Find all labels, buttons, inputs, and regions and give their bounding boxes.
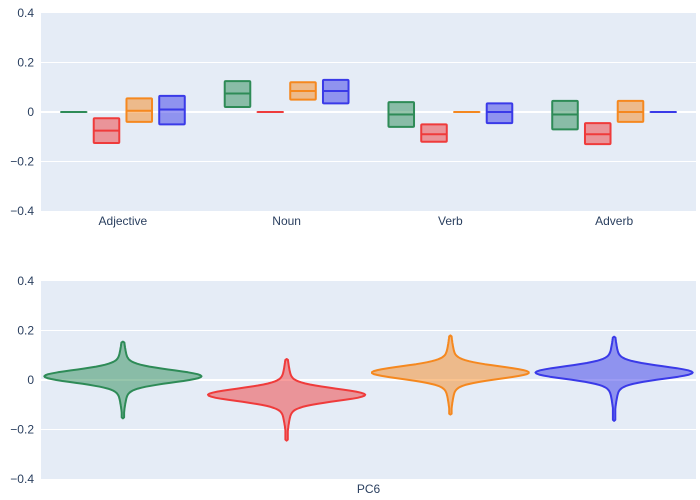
y-tick-label: 0.4: [17, 274, 34, 288]
violin: [207, 358, 367, 442]
y-tick-label: −0.4: [10, 472, 34, 486]
y-tick-label: 0.2: [17, 56, 34, 70]
box: [420, 123, 448, 143]
box: [223, 80, 252, 109]
y-tick-label: 0: [27, 373, 34, 387]
x-tick-label: Adverb: [595, 214, 633, 228]
y-tick-label: −0.4: [10, 204, 34, 218]
violin: [371, 334, 530, 416]
y-tick-label: −0.2: [10, 155, 34, 169]
box: [158, 94, 186, 126]
box-body: [420, 123, 448, 143]
x-tick-label: Noun: [272, 214, 301, 228]
y-tick-labels: −0.4 −0.2 0 0.2 0.4: [10, 274, 34, 486]
box: [485, 102, 514, 125]
box: [551, 99, 579, 131]
box: [92, 117, 121, 144]
x-tick-labels: PC6: [357, 482, 381, 496]
x-tick-labels: Adjective Noun Verb Adverb: [99, 214, 634, 228]
x-tick-label: Verb: [438, 214, 463, 228]
violin: [43, 340, 203, 420]
box: [616, 99, 645, 123]
box: [125, 97, 154, 123]
box: [583, 122, 612, 146]
y-tick-label: 0: [27, 105, 34, 119]
boxes: [59, 78, 678, 146]
box-body: [485, 102, 514, 125]
y-tick-label: −0.2: [10, 423, 34, 437]
violin: [534, 335, 694, 422]
box: [289, 81, 317, 101]
x-tick-label: PC6: [357, 482, 381, 496]
violin-plot-panel: −0.4 −0.2 0 0.2 0.4 PC6: [10, 274, 696, 496]
x-tick-label: Adjective: [99, 214, 148, 228]
box: [387, 101, 416, 128]
y-tick-label: 0.2: [17, 324, 34, 338]
y-tick-label: 0.4: [17, 6, 34, 20]
box: [321, 78, 350, 105]
box-plot-panel: −0.4 −0.2 0 0.2 0.4 Adjective Noun Verb Adverb: [10, 6, 696, 228]
violins: [43, 334, 694, 442]
y-tick-labels: −0.4 −0.2 0 0.2 0.4: [10, 6, 34, 218]
